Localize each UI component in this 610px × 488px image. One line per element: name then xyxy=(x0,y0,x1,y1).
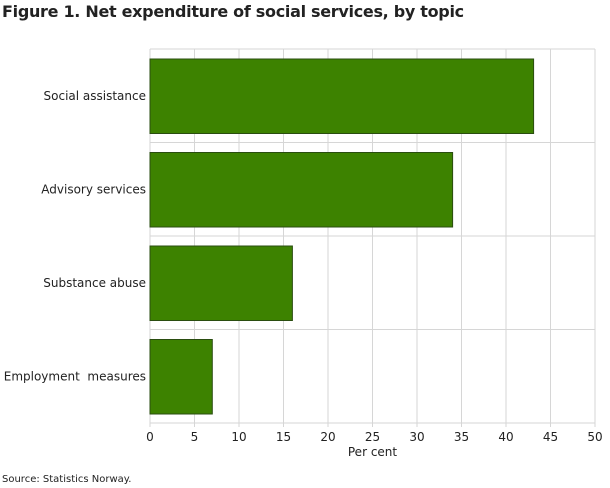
x-tick-label: 20 xyxy=(320,430,335,444)
bar xyxy=(149,245,293,321)
x-tick-label: 25 xyxy=(365,430,380,444)
bar xyxy=(149,339,213,415)
x-tick-label: 40 xyxy=(498,430,513,444)
y-category-label: Advisory services xyxy=(41,182,146,196)
x-tick-label: 15 xyxy=(276,430,291,444)
chart-title: Figure 1. Net expenditure of social serv… xyxy=(2,2,464,21)
bar xyxy=(149,58,535,134)
x-tick-label: 50 xyxy=(587,430,602,444)
x-tick-label: 35 xyxy=(454,430,469,444)
x-tick-label: 30 xyxy=(409,430,424,444)
x-axis-label: Per cent xyxy=(348,445,398,459)
x-tick-label: 5 xyxy=(191,430,199,444)
x-tick-label: 0 xyxy=(146,430,154,444)
y-category-label: Substance abuse xyxy=(43,276,146,290)
source-note: Source: Statistics Norway. xyxy=(2,474,132,485)
x-tick-label: 45 xyxy=(543,430,558,444)
y-category-label: Employment measures xyxy=(4,369,146,383)
y-category-label: Social assistance xyxy=(44,89,146,103)
bar xyxy=(149,152,454,228)
x-tick-label: 10 xyxy=(231,430,246,444)
